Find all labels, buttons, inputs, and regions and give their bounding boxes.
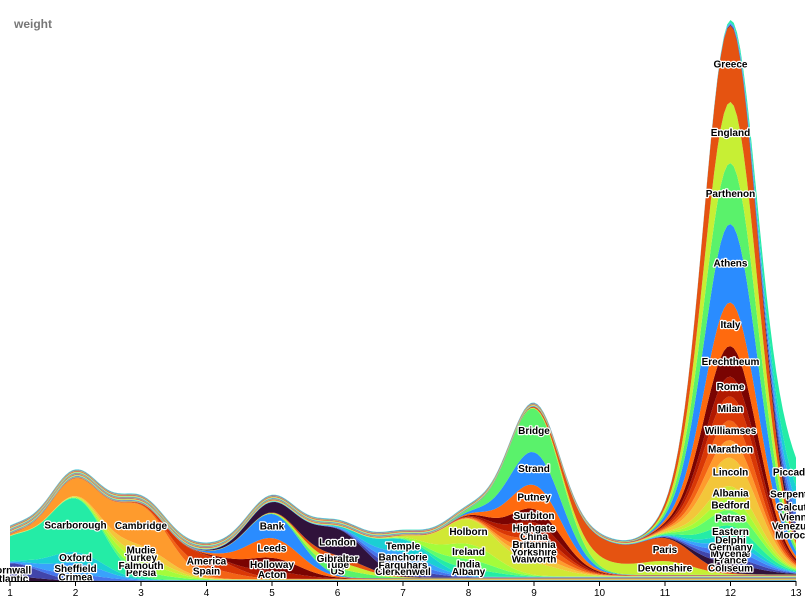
x-tick-label: 5 <box>269 588 275 599</box>
label-williamses: Williamses <box>705 426 757 437</box>
label-farquhars: Farquhars <box>379 560 428 571</box>
label-ireland: Ireland <box>452 547 485 558</box>
series-labels: AtlanticCornwallCrimeaSheffieldOxfordSca… <box>0 58 805 586</box>
label-bridge: Bridge <box>518 426 550 437</box>
x-axis: 1 2 3 4 5 6 7 8 9 10 11 12 13 <box>7 581 802 599</box>
layer-cambridge <box>10 478 796 580</box>
layer-italy <box>10 302 796 559</box>
layer-france <box>10 406 796 574</box>
label-morocco: Morocco <box>775 530 805 541</box>
label-yorkshire: Yorkshire <box>511 548 557 559</box>
label-us: US <box>331 567 345 578</box>
label-bedford: Bedford <box>711 500 749 511</box>
label-strand: Strand <box>518 464 550 475</box>
label-venezuela: Venezuela <box>772 522 805 533</box>
x-tick-label: 2 <box>73 588 79 599</box>
label-clerkenwell: Clerkenwell <box>375 567 431 578</box>
label-eastern: Eastern <box>712 527 749 538</box>
label-tube: Tube <box>326 560 350 571</box>
layer-mudie <box>10 496 796 580</box>
label-spain: Spain <box>193 566 220 577</box>
label-patras: Patras <box>715 514 746 525</box>
x-tick-label: 3 <box>138 588 144 599</box>
label-india: India <box>457 559 481 570</box>
label-banchorie: Banchorie <box>379 553 428 564</box>
layer-banchorie <box>10 476 796 578</box>
label-milan: Milan <box>718 404 744 415</box>
label-scarborough: Scarborough <box>44 521 106 532</box>
y-axis-title: weight <box>14 17 52 31</box>
x-tick-label: 9 <box>531 588 537 599</box>
label-marathon: Marathon <box>708 445 753 456</box>
label-bank: Bank <box>260 522 285 533</box>
label-coliseum: Coliseum <box>708 564 753 575</box>
label-parthenon: Parthenon <box>706 189 755 200</box>
label-britannia: Britannia <box>512 540 556 551</box>
x-tick-label: 12 <box>725 588 737 599</box>
label-calcutta: Calcutta <box>776 503 805 514</box>
label-albania: Albania <box>712 488 749 499</box>
label-turkey: Turkey <box>125 553 157 564</box>
label-albany: Albany <box>452 567 486 578</box>
layer-rome <box>10 376 796 563</box>
label-surbiton: Surbiton <box>513 511 554 522</box>
label-piccadilly: Piccadilly <box>773 468 805 479</box>
label-london: London <box>319 538 356 549</box>
label-serpentine: Serpentine <box>770 490 805 501</box>
label-persia: Persia <box>126 568 156 579</box>
x-tick-label: 8 <box>466 588 472 599</box>
label-greece: Greece <box>714 59 748 70</box>
x-tick-label: 1 <box>7 588 13 599</box>
label-america: America <box>187 556 227 567</box>
label-leeds: Leeds <box>258 544 287 555</box>
label-germany: Germany <box>709 542 753 553</box>
label-gibraltar: Gibraltar <box>317 554 359 565</box>
layer-milan <box>10 396 796 564</box>
label-holloway: Holloway <box>250 560 294 571</box>
layer-crimea <box>10 562 796 581</box>
label-france: France <box>714 556 747 567</box>
layer-leeds <box>10 477 796 579</box>
label-italy: Italy <box>720 320 740 331</box>
x-tick-label: 6 <box>335 588 341 599</box>
layer-turkey <box>10 496 796 580</box>
label-lincoln: Lincoln <box>713 468 749 479</box>
x-tick-label: 11 <box>660 588 671 599</box>
x-tick-label: 4 <box>204 588 210 599</box>
label-putney: Putney <box>517 493 551 504</box>
label-devonshire: Devonshire <box>638 563 693 574</box>
label-erechtheum: Erechtheum <box>702 357 760 368</box>
label-falmouth: Falmouth <box>119 561 164 572</box>
label-mycen-: Mycenæ <box>710 549 750 560</box>
label-holborn: Holborn <box>449 527 487 538</box>
label-walworth: Walworth <box>512 554 557 565</box>
label-cornwall: Cornwall <box>0 565 31 576</box>
label-temple: Temple <box>386 542 421 553</box>
label-paris: Paris <box>653 545 678 556</box>
layer-america <box>10 477 796 580</box>
label-delphi: Delphi <box>715 536 746 547</box>
x-tick-label: 10 <box>594 588 606 599</box>
label-athens: Athens <box>714 259 748 270</box>
layer-erechtheum <box>10 346 796 561</box>
label-sheffield: Sheffield <box>54 564 96 575</box>
x-tick-label: 13 <box>790 588 802 599</box>
label-mudie: Mudie <box>127 545 156 556</box>
label-rome: Rome <box>717 382 745 393</box>
label-england: England <box>711 128 750 139</box>
label-oxford: Oxford <box>59 553 92 564</box>
label-acton: Acton <box>258 570 286 581</box>
label-cambridge: Cambridge <box>115 521 168 532</box>
label-vienna: Vienna <box>780 513 805 524</box>
x-tick-label: 7 <box>400 588 406 599</box>
label-highgate: Highgate <box>513 523 556 534</box>
label-atlantic: Atlantic <box>0 574 29 585</box>
label-china: China <box>520 532 548 543</box>
stream-layers <box>10 20 796 581</box>
